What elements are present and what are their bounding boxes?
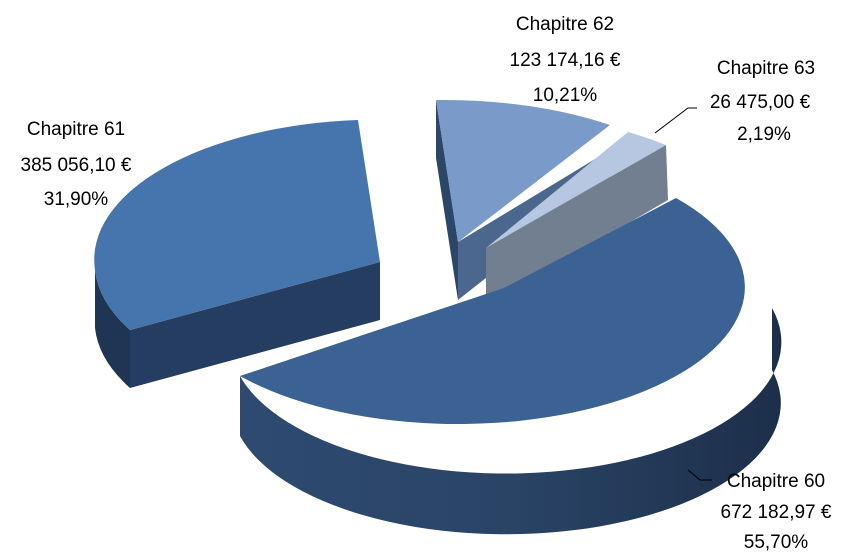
slice-chapitre-60 bbox=[240, 198, 782, 535]
label-chapitre-63-value: 26 475,00 € bbox=[710, 92, 811, 113]
label-chapitre-63-percent: 2,19% bbox=[737, 124, 791, 145]
label-chapitre-63-name: Chapitre 63 bbox=[717, 58, 815, 79]
leader-line-chapitre-60 bbox=[687, 469, 712, 481]
label-chapitre-61-percent: 31,90% bbox=[44, 189, 109, 210]
label-chapitre-61-value: 385 056,10 € bbox=[21, 155, 132, 176]
slice-chapitre-61 bbox=[94, 120, 380, 388]
label-chapitre-60-value: 672 182,97 € bbox=[721, 502, 832, 523]
slice-chapitre-62-side-left bbox=[436, 100, 458, 300]
slice-chapitre-60-top bbox=[240, 198, 745, 425]
slice-chapitre-61-top bbox=[94, 120, 380, 330]
leader-line-chapitre-63 bbox=[654, 107, 697, 134]
slice-chapitre-63-top bbox=[486, 132, 666, 248]
label-chapitre-61: Chapitre 61 385 056,10 € 31,90% bbox=[21, 119, 132, 210]
label-chapitre-61-name: Chapitre 61 bbox=[27, 119, 125, 140]
slice-chapitre-61-cut bbox=[130, 262, 380, 388]
label-chapitre-60: Chapitre 60 672 182,97 € 55,70% bbox=[721, 471, 832, 552]
slice-chapitre-61-side bbox=[95, 270, 130, 388]
label-chapitre-62-value: 123 174,16 € bbox=[510, 50, 621, 71]
label-chapitre-62: Chapitre 62 123 174,16 € 10,21% bbox=[510, 14, 621, 106]
label-chapitre-60-name: Chapitre 60 bbox=[727, 471, 825, 492]
label-chapitre-60-percent: 55,70% bbox=[744, 532, 809, 552]
slice-chapitre-62-top bbox=[436, 99, 610, 242]
slice-chapitre-63-side bbox=[486, 145, 668, 306]
slice-chapitre-63 bbox=[486, 132, 668, 306]
label-chapitre-62-name: Chapitre 62 bbox=[516, 14, 614, 35]
label-chapitre-62-percent: 10,21% bbox=[533, 85, 598, 106]
slice-chapitre-60-side bbox=[240, 308, 782, 535]
label-chapitre-63: Chapitre 63 26 475,00 € 2,19% bbox=[710, 58, 815, 145]
